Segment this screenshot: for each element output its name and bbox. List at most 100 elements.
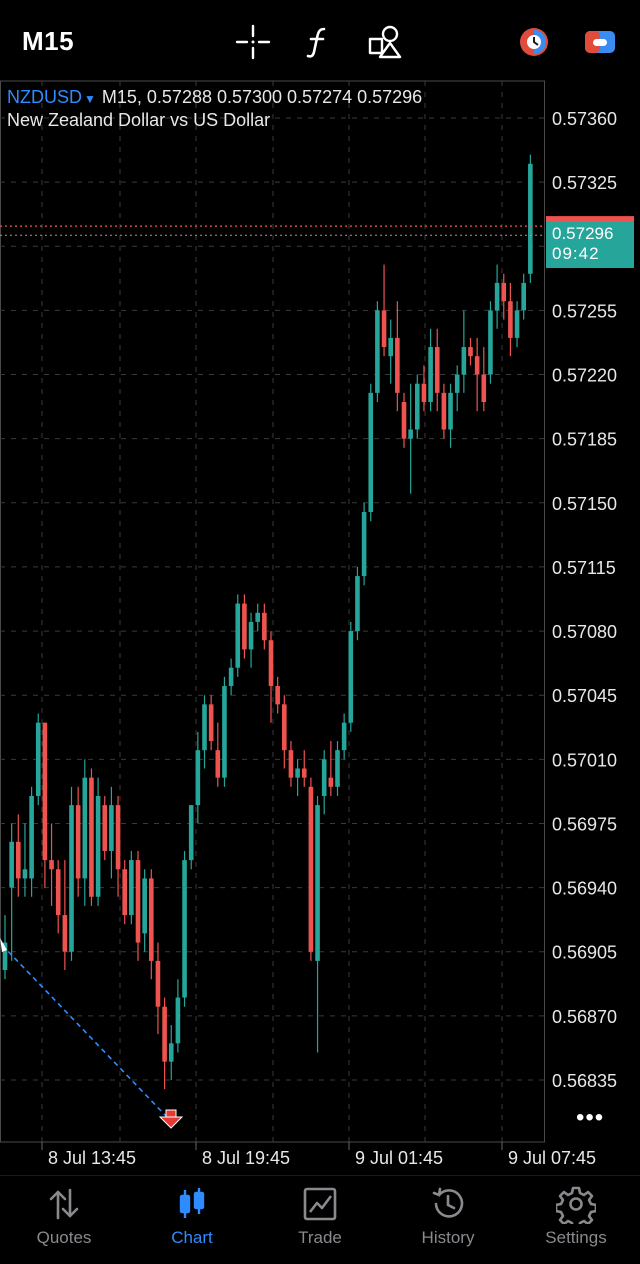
time-label: 8 Jul 19:45 bbox=[202, 1148, 290, 1168]
tab-label: Settings bbox=[545, 1228, 607, 1247]
candle-body bbox=[328, 777, 334, 787]
candle-body bbox=[415, 383, 420, 430]
candle-body bbox=[454, 374, 460, 393]
symbol-ohlc-line[interactable]: NZDUSD ▼ M15, 0.57288 0.57300 0.57274 0.57… bbox=[7, 87, 422, 108]
candle-body bbox=[494, 282, 500, 311]
price-label: 0.56940 bbox=[552, 879, 617, 899]
candle-body bbox=[308, 786, 314, 952]
more-options-icon[interactable]: ••• bbox=[576, 1104, 605, 1131]
candle-body bbox=[355, 576, 360, 632]
symbol-name[interactable]: NZDUSD bbox=[7, 87, 82, 107]
quotes-icon bbox=[49, 1188, 79, 1220]
time-label: 9 Jul 07:45 bbox=[508, 1148, 596, 1168]
candle-body bbox=[162, 1006, 167, 1062]
candle-body bbox=[388, 337, 393, 357]
candle-body bbox=[149, 878, 154, 961]
indicators-icon[interactable] bbox=[298, 22, 338, 62]
tab-label: Chart bbox=[171, 1228, 213, 1247]
candle-body bbox=[335, 750, 340, 787]
candle-body bbox=[16, 841, 21, 879]
price-label: 0.57080 bbox=[552, 622, 617, 642]
objects-icon[interactable] bbox=[365, 22, 405, 62]
candle-body bbox=[488, 310, 493, 375]
candle-body bbox=[315, 805, 320, 961]
candle-body bbox=[75, 805, 81, 879]
price-label: 0.57115 bbox=[552, 558, 616, 578]
candle-body bbox=[395, 337, 400, 393]
candle-body bbox=[514, 310, 520, 338]
candle-body bbox=[468, 347, 473, 357]
candle-body bbox=[109, 805, 114, 851]
chart-icon bbox=[179, 1188, 205, 1218]
candle-body bbox=[521, 282, 526, 311]
candle-body bbox=[155, 960, 161, 1007]
chart-grid bbox=[0, 80, 545, 1143]
candle-body bbox=[321, 759, 327, 796]
candle-body bbox=[255, 612, 260, 622]
candle-body bbox=[434, 347, 440, 393]
tab-chart[interactable]: Chart bbox=[128, 1176, 256, 1264]
candle-body bbox=[441, 392, 447, 430]
trend-line bbox=[1, 944, 167, 1117]
bottom-tab-bar: Quotes Chart Trade History Settings bbox=[0, 1175, 640, 1264]
candle-body bbox=[129, 860, 134, 916]
price-label: 0.57325 bbox=[552, 173, 617, 193]
timeframe-selector[interactable]: M15 bbox=[22, 26, 75, 56]
candle-body bbox=[481, 374, 487, 403]
price-axis: 0.573600.573250.572900.572550.572200.571… bbox=[552, 109, 617, 1091]
trade-panel-icon[interactable] bbox=[580, 22, 620, 62]
current-bid-price: 0.57296 bbox=[552, 224, 614, 243]
price-label: 0.56835 bbox=[552, 1071, 617, 1091]
candle-body bbox=[348, 631, 354, 723]
trend-line-anchor bbox=[0, 938, 7, 952]
candle-body bbox=[122, 869, 127, 916]
time-label: 9 Jul 01:45 bbox=[355, 1148, 443, 1168]
candle-body bbox=[408, 429, 413, 439]
candle-body bbox=[301, 768, 307, 778]
tab-quotes[interactable]: Quotes bbox=[0, 1176, 128, 1264]
candle-body bbox=[248, 621, 254, 650]
candle-body bbox=[268, 640, 274, 687]
candle-body bbox=[142, 878, 147, 934]
sell-arrow-head bbox=[158, 1116, 184, 1129]
tab-history[interactable]: History bbox=[384, 1176, 512, 1264]
price-chart[interactable]: 0.573600.573250.572900.572550.572200.571… bbox=[0, 80, 640, 1180]
candle-body bbox=[102, 805, 108, 851]
chevron-down-icon[interactable]: ▼ bbox=[84, 92, 96, 106]
candle-body bbox=[9, 841, 14, 888]
candle-body bbox=[448, 392, 453, 430]
candle-body bbox=[428, 347, 433, 403]
price-label: 0.57185 bbox=[552, 430, 617, 450]
top-toolbar: M15 bbox=[0, 0, 640, 80]
candle-body bbox=[361, 511, 367, 577]
candle-body bbox=[35, 722, 41, 796]
candle-body bbox=[55, 869, 61, 916]
candle-body bbox=[22, 869, 28, 879]
candle-body bbox=[69, 805, 74, 952]
price-label: 0.56975 bbox=[552, 814, 617, 834]
tab-label: History bbox=[421, 1228, 475, 1247]
price-label: 0.57220 bbox=[552, 366, 617, 386]
candle-body bbox=[29, 795, 34, 879]
candle-body bbox=[282, 704, 287, 751]
candle-body bbox=[42, 722, 48, 861]
candle-body bbox=[501, 282, 507, 302]
tab-settings[interactable]: Settings bbox=[512, 1176, 640, 1264]
candle-body bbox=[235, 603, 241, 668]
candle-body bbox=[82, 777, 88, 879]
one-click-trading-icon[interactable] bbox=[514, 22, 554, 62]
price-label: 0.57255 bbox=[552, 301, 617, 321]
candle-body bbox=[182, 860, 187, 998]
crosshair-icon[interactable] bbox=[233, 22, 273, 62]
price-label: 0.57150 bbox=[552, 494, 617, 514]
candle-body bbox=[262, 612, 267, 641]
candle-body bbox=[401, 402, 407, 439]
candle-body bbox=[528, 163, 533, 274]
chart-area[interactable]: 0.573600.573250.572900.572550.572200.571… bbox=[0, 80, 640, 1180]
tab-trade[interactable]: Trade bbox=[256, 1176, 384, 1264]
candle-body bbox=[288, 750, 294, 778]
history-icon bbox=[432, 1187, 464, 1218]
candle-body bbox=[461, 347, 467, 375]
tab-label: Trade bbox=[298, 1228, 342, 1247]
candle-body bbox=[242, 603, 247, 650]
